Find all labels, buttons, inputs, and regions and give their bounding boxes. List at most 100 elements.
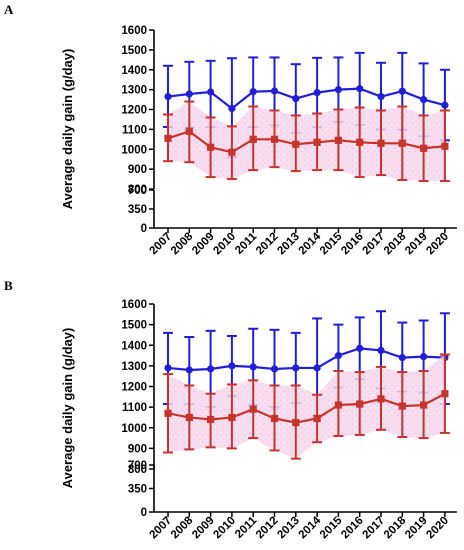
x-tick-label: 2011 bbox=[233, 230, 260, 257]
y-tick-label: 800 bbox=[128, 464, 147, 476]
y-tick-label: 1500 bbox=[121, 320, 147, 332]
data-point bbox=[377, 92, 385, 101]
data-point bbox=[228, 413, 236, 422]
y-tick-label: 1200 bbox=[121, 382, 147, 394]
data-point bbox=[249, 88, 257, 96]
y-axis-label: Average daily gain (g/day) bbox=[60, 49, 75, 210]
error-band bbox=[168, 101, 445, 182]
data-point bbox=[398, 87, 406, 95]
y-tick-label: 1600 bbox=[121, 299, 147, 311]
data-point bbox=[228, 362, 236, 370]
data-point bbox=[185, 90, 193, 98]
data-point bbox=[377, 139, 385, 147]
x-tick-label: 2017 bbox=[361, 231, 388, 258]
data-point bbox=[207, 143, 215, 151]
data-point bbox=[270, 135, 279, 143]
data-point bbox=[185, 413, 193, 422]
data-point bbox=[164, 409, 172, 417]
chart-panel-b: B Average daily gain (g/day) 800 900 1000 110… bbox=[4, 278, 457, 541]
data-point bbox=[356, 400, 364, 408]
y-axis-label: Average daily gain (g/day) bbox=[60, 328, 75, 489]
y-tick-label: 1300 bbox=[121, 85, 147, 97]
data-point bbox=[313, 414, 321, 423]
data-point bbox=[334, 86, 342, 94]
data-point bbox=[249, 405, 257, 413]
data-point bbox=[292, 94, 300, 103]
data-point bbox=[270, 87, 279, 95]
x-tick-label: 2013 bbox=[275, 515, 302, 542]
data-point bbox=[207, 365, 215, 373]
data-point bbox=[398, 139, 406, 147]
data-point bbox=[164, 92, 172, 101]
y-tick-label: 1200 bbox=[121, 105, 147, 117]
data-point bbox=[249, 135, 257, 143]
x-tick-label: 2012 bbox=[254, 515, 281, 542]
x-tick-label: 2010 bbox=[211, 515, 238, 542]
x-tick-label: 2012 bbox=[254, 231, 281, 258]
data-point bbox=[398, 402, 406, 410]
data-point bbox=[356, 344, 364, 352]
x-tick-label: 2014 bbox=[297, 514, 324, 541]
data-point bbox=[207, 88, 215, 96]
data-point bbox=[441, 101, 449, 109]
x-tick-label: 2008 bbox=[169, 514, 196, 541]
y-tick-label: 1000 bbox=[121, 144, 147, 156]
data-point bbox=[356, 85, 364, 93]
data-point bbox=[377, 346, 385, 355]
x-tick-label: 2009 bbox=[190, 231, 217, 258]
data-point bbox=[185, 127, 193, 135]
data-point bbox=[292, 418, 300, 427]
y-tick-label: 1000 bbox=[121, 423, 147, 435]
data-point bbox=[441, 390, 449, 398]
data-point bbox=[292, 364, 300, 372]
x-tick-label: 2016 bbox=[339, 515, 366, 542]
x-tick-label: 2018 bbox=[382, 230, 409, 257]
data-point bbox=[207, 415, 215, 424]
y-tick-label: 700 bbox=[128, 460, 147, 472]
data-point bbox=[185, 366, 193, 374]
x-tick-label: 2017 bbox=[361, 515, 388, 542]
data-point bbox=[228, 104, 236, 113]
x-tick-label: 2013 bbox=[275, 231, 302, 258]
y-tick-label: 1400 bbox=[121, 65, 147, 77]
x-tick-label: 2015 bbox=[318, 514, 345, 541]
data-point bbox=[270, 365, 279, 373]
y-tick-label: 1100 bbox=[122, 124, 147, 136]
y-tick-label: 0 bbox=[141, 223, 147, 235]
y-tick-label: 700 bbox=[128, 185, 147, 197]
x-tick-label: 2015 bbox=[318, 230, 345, 257]
y-tick-label: 1100 bbox=[122, 402, 147, 414]
data-point bbox=[334, 136, 342, 144]
panel-letter: B bbox=[4, 278, 13, 293]
panel-letter: A bbox=[4, 2, 14, 17]
y-tick-label: 900 bbox=[128, 443, 147, 455]
x-tick-label: 2007 bbox=[148, 515, 175, 542]
data-point bbox=[228, 148, 236, 156]
series-line bbox=[167, 87, 446, 110]
y-tick-label: 1500 bbox=[121, 45, 147, 57]
data-point bbox=[420, 144, 428, 152]
y-tick-label: 1600 bbox=[121, 25, 147, 37]
x-tick-label: 2008 bbox=[169, 230, 196, 257]
x-tick-label: 2019 bbox=[403, 515, 430, 542]
data-point bbox=[420, 95, 428, 104]
data-point bbox=[313, 138, 321, 146]
x-tick-label: 2020 bbox=[424, 515, 451, 542]
y-tick-label: 350 bbox=[128, 484, 147, 496]
y-tick-label: 0 bbox=[141, 507, 147, 519]
y-tick-label: 350 bbox=[128, 204, 147, 216]
y-tick-label: 900 bbox=[128, 164, 147, 176]
data-point bbox=[270, 414, 279, 423]
y-tick-label: 800 bbox=[128, 184, 147, 196]
x-tick-label: 2020 bbox=[424, 231, 451, 258]
data-point bbox=[292, 140, 300, 148]
data-point bbox=[249, 363, 257, 371]
data-point bbox=[334, 351, 342, 360]
x-tick-label: 2016 bbox=[339, 231, 366, 258]
data-point bbox=[441, 142, 449, 150]
series-red bbox=[163, 353, 450, 460]
series-red bbox=[163, 100, 450, 183]
data-point bbox=[313, 364, 321, 372]
data-point bbox=[313, 89, 321, 97]
